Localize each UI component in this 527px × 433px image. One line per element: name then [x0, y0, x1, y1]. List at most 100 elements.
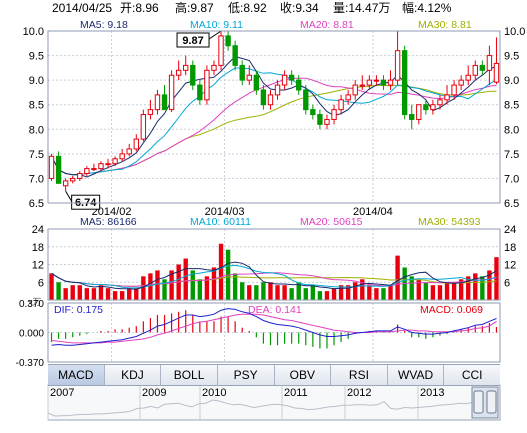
volume-bar — [317, 291, 323, 300]
volume-bar — [360, 279, 365, 300]
candle-body — [211, 64, 217, 71]
candle-body — [253, 74, 260, 91]
volume-ytick-left: 6 — [38, 277, 44, 289]
candle-body — [274, 84, 281, 96]
volume-bar — [183, 258, 188, 300]
price-xtick: 2014/04 — [353, 206, 393, 218]
candle-body — [451, 84, 457, 96]
candle-body — [48, 155, 55, 179]
tab-psy[interactable]: PSY — [217, 365, 275, 385]
price-header: 2014/04/25 开:8.96 高:9.87 低:8.92 收:9.34 量… — [52, 0, 452, 15]
volume-bar — [409, 276, 414, 300]
candle-body — [394, 50, 401, 81]
macd-legend-item: DEA: 0.141 — [248, 304, 302, 316]
candle-body — [401, 50, 408, 116]
volume-bar — [282, 285, 287, 300]
tab-cci[interactable]: CCI — [444, 365, 500, 385]
volume-bar — [141, 276, 146, 300]
volume-bar — [70, 285, 75, 300]
tab-rsi[interactable]: RSI — [331, 365, 388, 385]
candle-body — [168, 74, 175, 111]
candle-body — [267, 94, 274, 106]
candle-body — [84, 168, 90, 175]
volume-bar — [353, 282, 358, 300]
dif-line — [51, 308, 497, 346]
volume-bar — [63, 288, 68, 300]
volume-bar — [84, 288, 90, 300]
price-legend-item: MA10: 9.11 — [190, 19, 243, 31]
volume-bar — [374, 288, 379, 300]
macd-panel-frame — [47, 302, 501, 363]
volume-bar — [155, 270, 160, 300]
tab-kdj[interactable]: KDJ — [104, 365, 162, 385]
candle-body — [91, 168, 97, 171]
candle-body — [359, 84, 365, 87]
volume-bar — [303, 288, 308, 300]
volume-bar — [218, 243, 224, 300]
candle-body — [310, 109, 316, 116]
candle-body — [260, 89, 267, 106]
volume-bar — [197, 279, 203, 300]
price-ytick-right: 7.5 — [504, 149, 519, 161]
price-ytick-right: 8.5 — [504, 100, 519, 112]
candle-body — [380, 79, 387, 86]
header-volume: 量:14.47万 — [333, 1, 390, 15]
header-date: 2014/04/25 — [52, 1, 112, 15]
volume-ytick-right: 6 — [504, 277, 510, 289]
volume-bar — [487, 270, 492, 300]
price-xtick: 2014/03 — [205, 206, 245, 218]
candle-body — [190, 64, 196, 86]
volume-bar — [458, 279, 464, 300]
volume-bar — [261, 282, 266, 300]
tab-wvad[interactable]: WVAD — [387, 365, 445, 385]
price-ytick-left: 6.5 — [29, 198, 44, 210]
candle-body — [444, 94, 450, 101]
volume-ma20-line — [51, 272, 497, 287]
tab-boll[interactable]: BOLL — [161, 365, 218, 385]
volume-bar — [134, 288, 139, 300]
volume-bar — [240, 282, 245, 300]
candle-body — [183, 64, 189, 71]
candle-body — [204, 69, 210, 101]
candle-body — [126, 148, 132, 155]
volume-bar — [148, 273, 153, 300]
price-panel-frame — [47, 30, 501, 204]
price-xtick: 2014/02 — [92, 206, 132, 218]
candle-body — [119, 153, 125, 160]
volume-bar — [232, 273, 238, 300]
candle-body — [175, 69, 182, 76]
macd-ytick: -0.370 — [16, 358, 45, 369]
candle-body — [303, 89, 309, 111]
candle-body — [232, 45, 238, 66]
range-navigator[interactable]: 2007 2009 2010 2011 2012 2013 — [47, 384, 501, 421]
candle-body — [387, 79, 394, 86]
volume-bar — [211, 267, 217, 300]
volume-bar — [56, 282, 61, 300]
candle-body — [105, 163, 111, 166]
min-pointer — [65, 190, 73, 202]
navigator-frame — [47, 384, 501, 421]
volume-bar — [416, 279, 421, 300]
price-panel: 6.5 6.5 7.0 7.0 7.5 7.5 8.0 8.0 8.5 8.5 9.0 9.0 9.5 9… — [23, 19, 526, 218]
candle-body — [133, 138, 139, 150]
candle-body — [288, 74, 295, 81]
ma5-line — [51, 56, 497, 178]
tab-macd[interactable]: MACD — [48, 365, 105, 385]
volume-bar — [395, 255, 400, 300]
volume-unit-label: x万 — [28, 297, 42, 307]
volume-legend-item: MA30: 54393 — [418, 216, 481, 228]
tab-obv[interactable]: OBV — [274, 365, 332, 385]
volume-bar — [254, 285, 259, 300]
volume-bar — [268, 282, 273, 300]
candle-body — [472, 64, 478, 76]
volume-bar — [91, 288, 97, 300]
volume-bar — [162, 279, 167, 300]
navigator-year-label: 2009 — [142, 387, 166, 399]
candle-body — [486, 55, 493, 71]
price-legend-item: MA5: 9.18 — [80, 19, 128, 31]
price-ytick-left: 8.5 — [29, 100, 44, 112]
volume-ma5-line — [51, 261, 497, 290]
price-ytick-left: 8.0 — [29, 124, 44, 136]
volume-bar — [105, 288, 111, 300]
price-ytick-right: 7.0 — [504, 173, 519, 185]
